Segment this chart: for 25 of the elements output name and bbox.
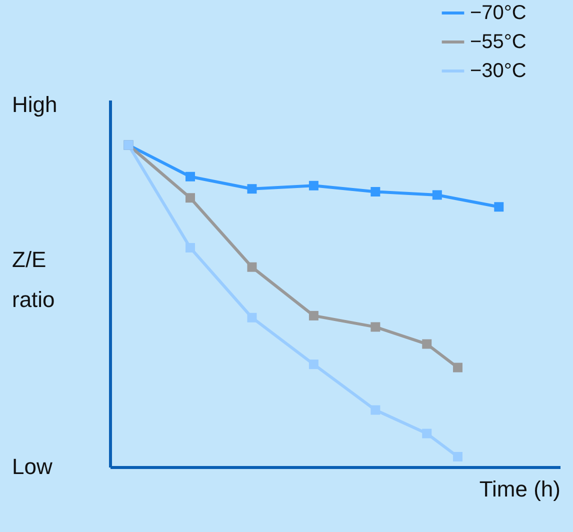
y-axis-title: Z/E ratio xyxy=(12,247,55,312)
text: Low xyxy=(12,454,52,479)
point xyxy=(308,360,318,370)
point xyxy=(247,312,257,322)
point xyxy=(452,362,462,372)
point xyxy=(186,193,195,203)
point xyxy=(186,243,195,253)
point xyxy=(370,405,380,415)
point xyxy=(494,202,504,212)
point xyxy=(247,184,257,194)
legend-label: −70°C xyxy=(470,2,526,24)
x-axis-title: Time (h) xyxy=(479,476,560,502)
point xyxy=(370,322,380,332)
legend-label: −55°C xyxy=(470,31,526,53)
point xyxy=(422,339,432,349)
point xyxy=(370,187,380,196)
point xyxy=(422,428,432,438)
legend-label: −30°C xyxy=(470,60,526,82)
point xyxy=(308,180,318,190)
point xyxy=(186,172,195,182)
point xyxy=(247,262,257,272)
point xyxy=(308,310,318,320)
text: High xyxy=(12,92,58,117)
point xyxy=(432,190,442,200)
point xyxy=(452,452,462,462)
